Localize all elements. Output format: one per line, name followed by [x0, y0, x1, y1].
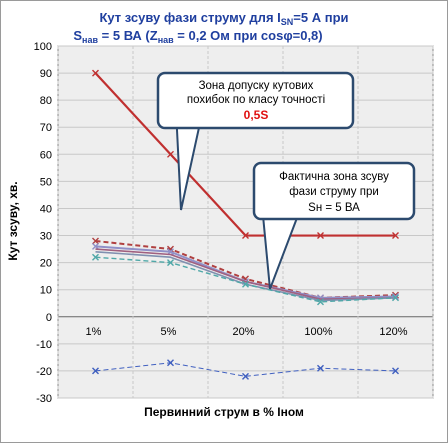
callout-actual-line2: фази струму при	[289, 186, 379, 198]
series-point-0	[92, 69, 99, 77]
chart-title-line2: Sнав = 5 ВА (Zнав = 0,2 Ом при cosφ=0,8)	[73, 28, 322, 45]
y-tick-labels: -30 -20 -10 0 10 20 30 40 50 60 70 80 90 100	[34, 41, 52, 405]
x-tick-label: 20%	[232, 326, 254, 338]
x-tick-labels: 1% 5% 20% 100% 120%	[86, 326, 408, 338]
series-point-5	[92, 253, 99, 261]
series-point-2	[92, 242, 99, 250]
callout-tolerance-class: 0,5S	[244, 108, 269, 122]
series-line-3	[95, 248, 396, 300]
y-tick-label: -20	[36, 366, 52, 378]
series-point-0	[317, 232, 324, 240]
y-axis-label: Кут зсуву, хв.	[6, 181, 20, 260]
callout-actual-line3: Sн = 5 ВА	[308, 202, 360, 214]
callout-actual-line1: Фактична зона зсуву	[279, 171, 389, 183]
series-point-6	[92, 367, 99, 375]
callout-tolerance-line2: похибок по класу точності	[187, 94, 325, 106]
callout-tolerance-line1: Зона допуску кутових	[199, 80, 314, 92]
y-tick-label: 100	[34, 41, 52, 53]
chart-title-line1: Кут зсуву фази струму для ISN=5 А при	[99, 10, 348, 27]
series-point-1	[92, 237, 99, 245]
y-tick-label: 60	[40, 149, 52, 161]
series-point-5	[242, 280, 249, 288]
y-tick-label: 40	[40, 203, 52, 215]
x-tick-label: 1%	[86, 326, 102, 338]
series-point-0	[242, 232, 249, 240]
y-tick-label: 20	[40, 258, 52, 270]
y-tick-label: 30	[40, 231, 52, 243]
series-point-6	[242, 372, 249, 380]
series-point-5	[167, 259, 174, 267]
y-tick-label: 10	[40, 285, 52, 297]
series-point-6	[392, 367, 399, 375]
series-point-0	[167, 150, 174, 158]
callout-actual-pointer	[261, 204, 301, 290]
y-tick-label: 90	[40, 68, 52, 80]
y-tick-label: -30	[36, 393, 52, 405]
y-tick-label: 70	[40, 122, 52, 134]
series-line-6	[95, 362, 396, 377]
y-tick-label: -10	[36, 339, 52, 351]
series-group	[92, 69, 399, 380]
series-point-0	[392, 232, 399, 240]
y-tick-label: 0	[46, 312, 52, 324]
series-point-6	[317, 364, 324, 372]
x-tick-label: 120%	[379, 326, 407, 338]
series-point-5	[392, 294, 399, 302]
callout-actual-zone: Фактична зона зсуву фази струму при Sн =…	[252, 161, 416, 290]
series-point-5	[317, 298, 324, 306]
y-tick-label: 80	[40, 95, 52, 107]
x-axis-label: Первинний струм в % Іном	[144, 405, 304, 419]
y-tick-label: 50	[40, 176, 52, 188]
x-tick-label: 5%	[161, 326, 177, 338]
series-point-6	[167, 359, 174, 367]
callout-tolerance-box	[156, 71, 355, 130]
callout-actual-box	[252, 161, 416, 221]
x-tick-label: 100%	[304, 326, 332, 338]
callout-tolerance-zone: Зона допуску кутових похибок по класу то…	[156, 71, 355, 211]
